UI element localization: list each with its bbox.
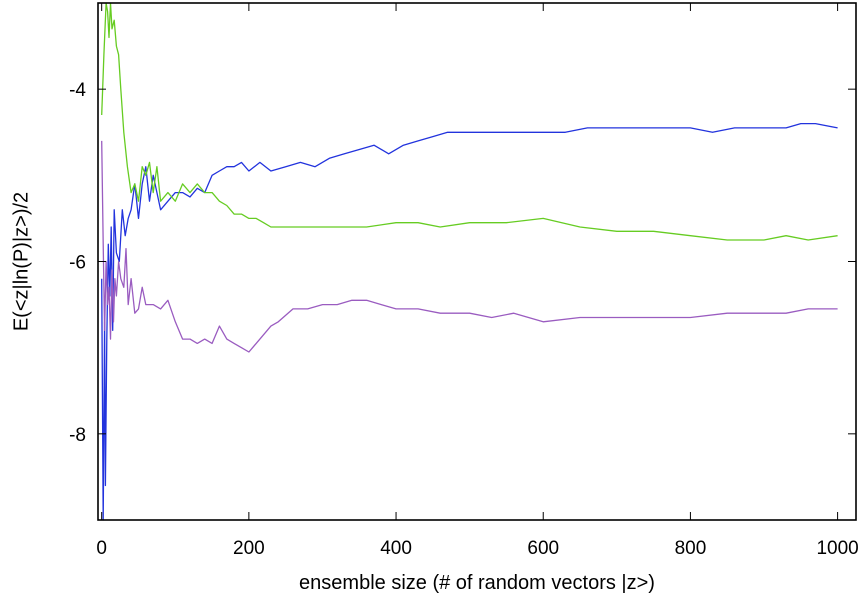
x-tick-label: 0 [96, 538, 107, 559]
x-tick-label: 200 [233, 538, 265, 559]
series-line-2 [101, 2, 838, 241]
y-tick-label: -6 [69, 253, 86, 274]
y-tick-label: -8 [69, 425, 86, 446]
x-tick-label: 600 [527, 538, 559, 559]
x-tick-label: 400 [380, 538, 412, 559]
x-tick-label: 1000 [816, 538, 858, 559]
series-line-3 [101, 140, 838, 353]
series-layer [101, 2, 838, 521]
x-axis-label: ensemble size (# of random vectors |z>) [299, 572, 655, 594]
series-line-1 [101, 122, 838, 521]
plot-frame [97, 2, 857, 521]
y-tick-label: -4 [69, 80, 86, 101]
y-axis-label: E(<z|ln(P)|z>)/2 [10, 192, 32, 331]
x-tick-label: 800 [675, 538, 707, 559]
tick-layer: 0 200 400 600 800 1000 -8 -6 -4 [69, 3, 859, 559]
